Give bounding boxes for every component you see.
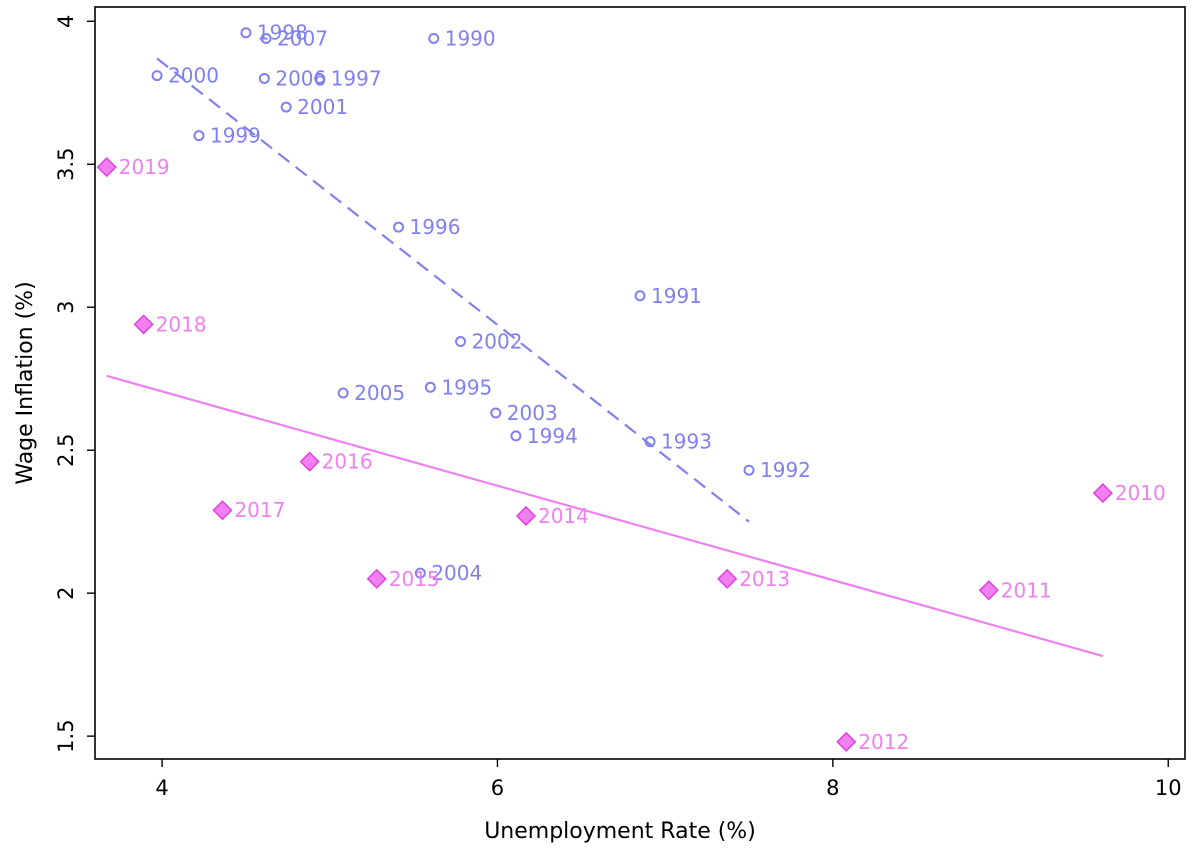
axes: 4 6 8 10 1.5 2 2.5 3 3.5 4 bbox=[54, 15, 1182, 800]
point-2010 bbox=[1092, 483, 1113, 504]
point-1999 bbox=[193, 130, 205, 142]
point-label-2010: 2010 bbox=[1115, 481, 1166, 505]
point-1991 bbox=[634, 290, 646, 302]
trendlines bbox=[106, 57, 1104, 658]
point-label-2018: 2018 bbox=[156, 312, 207, 336]
point-label-2001: 2001 bbox=[297, 95, 348, 119]
point-label-2014: 2014 bbox=[538, 504, 589, 528]
point-label-1992: 1992 bbox=[760, 458, 811, 482]
point-1995 bbox=[424, 381, 436, 393]
trendline-1 bbox=[156, 57, 750, 523]
point-1992 bbox=[743, 464, 755, 476]
point-1997 bbox=[314, 72, 326, 84]
point-1998 bbox=[240, 27, 252, 39]
y-tick-label: 2.5 bbox=[54, 433, 78, 466]
point-2017 bbox=[212, 500, 233, 521]
y-tick-label: 1.5 bbox=[54, 719, 78, 752]
point-1993 bbox=[644, 436, 656, 448]
x-tick-label: 8 bbox=[826, 776, 839, 800]
point-label-1995: 1995 bbox=[441, 375, 492, 399]
point-2001 bbox=[280, 101, 292, 113]
x-axis-label: Unemployment Rate (%) bbox=[484, 819, 756, 844]
point-2006 bbox=[258, 72, 270, 84]
x-tick-label: 6 bbox=[491, 776, 504, 800]
point-label-2011: 2011 bbox=[1001, 578, 1052, 602]
point-2003 bbox=[490, 407, 502, 419]
point-label-1998: 1998 bbox=[257, 21, 308, 45]
point-label-2002: 2002 bbox=[472, 330, 523, 354]
plot-frame bbox=[94, 6, 1186, 760]
point-label-2013: 2013 bbox=[739, 567, 790, 591]
point-2000 bbox=[151, 70, 163, 82]
point-label-1994: 1994 bbox=[527, 424, 578, 448]
point-1996 bbox=[393, 221, 405, 233]
point-2011 bbox=[978, 580, 999, 601]
point-label-2003: 2003 bbox=[507, 401, 558, 425]
y-axis-label: Wage Inflation (%) bbox=[13, 281, 38, 484]
y-tick-label: 2 bbox=[54, 586, 78, 599]
point-2018 bbox=[133, 314, 154, 335]
point-label-1993: 1993 bbox=[661, 430, 712, 454]
point-1990 bbox=[428, 32, 440, 44]
point-2019 bbox=[96, 157, 117, 178]
point-label-1999: 1999 bbox=[210, 124, 261, 148]
point-label-2005: 2005 bbox=[354, 381, 405, 405]
x-tick-label: 10 bbox=[1155, 776, 1182, 800]
point-2002 bbox=[455, 336, 467, 348]
point-2014 bbox=[515, 505, 537, 527]
point-label-1991: 1991 bbox=[651, 284, 702, 308]
x-tick-label: 4 bbox=[155, 776, 168, 800]
y-tick-label: 3 bbox=[54, 301, 78, 314]
point-label-1997: 1997 bbox=[331, 66, 382, 90]
point-label-2017: 2017 bbox=[234, 498, 285, 522]
point-2012 bbox=[836, 731, 857, 752]
point-label-2019: 2019 bbox=[119, 155, 170, 179]
trendline-2 bbox=[106, 374, 1104, 658]
point-label-2006: 2006 bbox=[275, 66, 326, 90]
point-2015 bbox=[366, 568, 387, 589]
point-label-2007: 2007 bbox=[277, 26, 328, 50]
point-label-2000: 2000 bbox=[168, 64, 219, 88]
y-tick-label: 3.5 bbox=[54, 148, 78, 181]
point-1994 bbox=[510, 430, 522, 442]
point-2007 bbox=[260, 32, 272, 44]
point-2005 bbox=[337, 387, 349, 399]
point-2016 bbox=[299, 451, 320, 472]
point-label-2012: 2012 bbox=[858, 730, 909, 754]
y-tick-label: 4 bbox=[54, 15, 78, 28]
point-2004 bbox=[414, 567, 426, 579]
point-label-2015: 2015 bbox=[389, 567, 440, 591]
data-points: 1990 1991 1992 1993 1994 1995 1996 1997 1998 1999… bbox=[96, 21, 1166, 754]
point-label-1996: 1996 bbox=[410, 215, 461, 239]
point-label-2004: 2004 bbox=[431, 561, 482, 585]
point-2013 bbox=[717, 568, 738, 589]
point-label-2016: 2016 bbox=[322, 450, 373, 474]
point-label-1990: 1990 bbox=[445, 26, 496, 50]
